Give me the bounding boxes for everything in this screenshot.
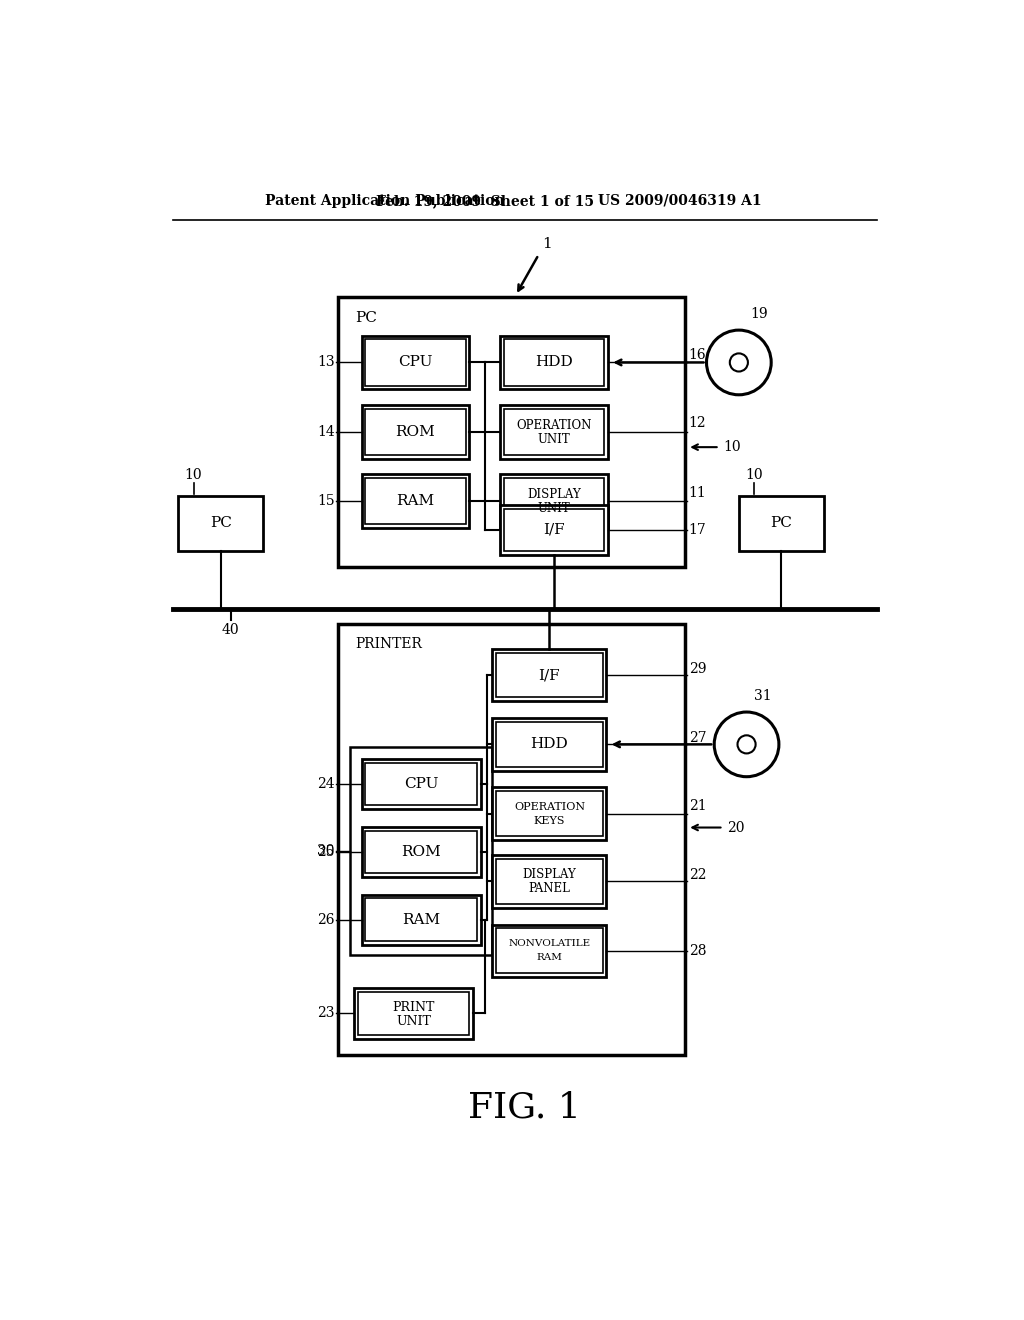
Text: RAM: RAM: [396, 494, 434, 508]
Text: 23: 23: [317, 1006, 335, 1020]
Bar: [504, 409, 604, 455]
Text: ROM: ROM: [401, 845, 441, 859]
Bar: [493, 788, 606, 840]
Bar: [361, 405, 469, 459]
Bar: [500, 335, 608, 389]
Text: I/F: I/F: [539, 668, 560, 682]
Bar: [350, 747, 493, 956]
Text: 29: 29: [689, 661, 707, 676]
Text: 11: 11: [689, 486, 707, 500]
Bar: [500, 405, 608, 459]
Text: UNIT: UNIT: [538, 502, 570, 515]
Bar: [361, 474, 469, 528]
Bar: [339, 297, 685, 566]
Text: RAM: RAM: [402, 912, 440, 927]
Text: 16: 16: [689, 347, 707, 362]
Bar: [493, 924, 606, 977]
Text: US 2009/0046319 A1: US 2009/0046319 A1: [598, 194, 762, 207]
Text: 22: 22: [689, 869, 707, 882]
Text: Patent Application Publication: Patent Application Publication: [265, 194, 505, 207]
Text: 10: 10: [745, 467, 763, 482]
Text: 24: 24: [317, 777, 335, 791]
Bar: [354, 989, 473, 1039]
Bar: [366, 339, 466, 385]
Text: Feb. 19, 2009  Sheet 1 of 15: Feb. 19, 2009 Sheet 1 of 15: [376, 194, 594, 207]
Bar: [178, 496, 263, 552]
Bar: [361, 759, 481, 809]
Bar: [739, 496, 823, 552]
Bar: [361, 826, 481, 876]
Text: 30: 30: [317, 845, 335, 858]
Text: FIG. 1: FIG. 1: [468, 1090, 582, 1125]
Text: ROM: ROM: [395, 425, 435, 438]
Bar: [366, 478, 466, 524]
Text: 1: 1: [543, 236, 552, 251]
Bar: [493, 649, 606, 701]
Bar: [504, 478, 604, 524]
Text: PANEL: PANEL: [528, 882, 570, 895]
Text: HDD: HDD: [530, 738, 568, 751]
Bar: [357, 993, 469, 1035]
Text: I/F: I/F: [544, 523, 565, 537]
Text: 13: 13: [317, 355, 335, 370]
Text: 12: 12: [689, 416, 707, 429]
Text: DISPLAY: DISPLAY: [522, 869, 577, 880]
Bar: [493, 718, 606, 771]
Text: 19: 19: [751, 306, 768, 321]
Bar: [500, 474, 608, 528]
Bar: [497, 928, 602, 973]
Text: 10: 10: [724, 440, 741, 454]
Text: PRINTER: PRINTER: [355, 636, 422, 651]
Text: 25: 25: [317, 845, 335, 859]
Bar: [497, 859, 602, 904]
Bar: [493, 855, 606, 908]
Bar: [500, 506, 608, 554]
Bar: [497, 792, 602, 836]
Text: PC: PC: [770, 516, 793, 531]
Text: UNIT: UNIT: [396, 1015, 431, 1028]
Text: 20: 20: [727, 821, 744, 834]
Bar: [366, 830, 477, 873]
Bar: [497, 653, 602, 697]
Text: NONVOLATILE: NONVOLATILE: [508, 940, 591, 948]
Text: RAM: RAM: [537, 953, 562, 962]
Text: PC: PC: [210, 516, 231, 531]
Bar: [366, 763, 477, 805]
Text: HDD: HDD: [536, 355, 573, 370]
Text: 28: 28: [689, 944, 707, 958]
Text: 17: 17: [689, 523, 707, 537]
Bar: [504, 508, 604, 552]
Text: 31: 31: [755, 689, 772, 702]
Text: PRINT: PRINT: [392, 1001, 435, 1014]
Bar: [361, 335, 469, 389]
Text: 10: 10: [184, 467, 202, 482]
Text: 21: 21: [689, 799, 707, 813]
Text: 26: 26: [317, 912, 335, 927]
Text: OPERATION: OPERATION: [514, 801, 585, 812]
Bar: [366, 409, 466, 455]
Text: CPU: CPU: [398, 355, 433, 370]
Bar: [339, 624, 685, 1056]
Bar: [361, 895, 481, 945]
Text: DISPLAY: DISPLAY: [527, 488, 581, 502]
Text: UNIT: UNIT: [538, 433, 570, 446]
Text: KEYS: KEYS: [534, 816, 565, 825]
Text: PC: PC: [355, 312, 377, 325]
Text: OPERATION: OPERATION: [516, 418, 592, 432]
Text: 27: 27: [689, 731, 707, 746]
Text: 15: 15: [317, 494, 335, 508]
Text: 14: 14: [316, 425, 335, 438]
Text: 40: 40: [221, 623, 239, 636]
Bar: [504, 339, 604, 385]
Bar: [497, 722, 602, 767]
Bar: [366, 899, 477, 941]
Text: CPU: CPU: [404, 777, 438, 791]
